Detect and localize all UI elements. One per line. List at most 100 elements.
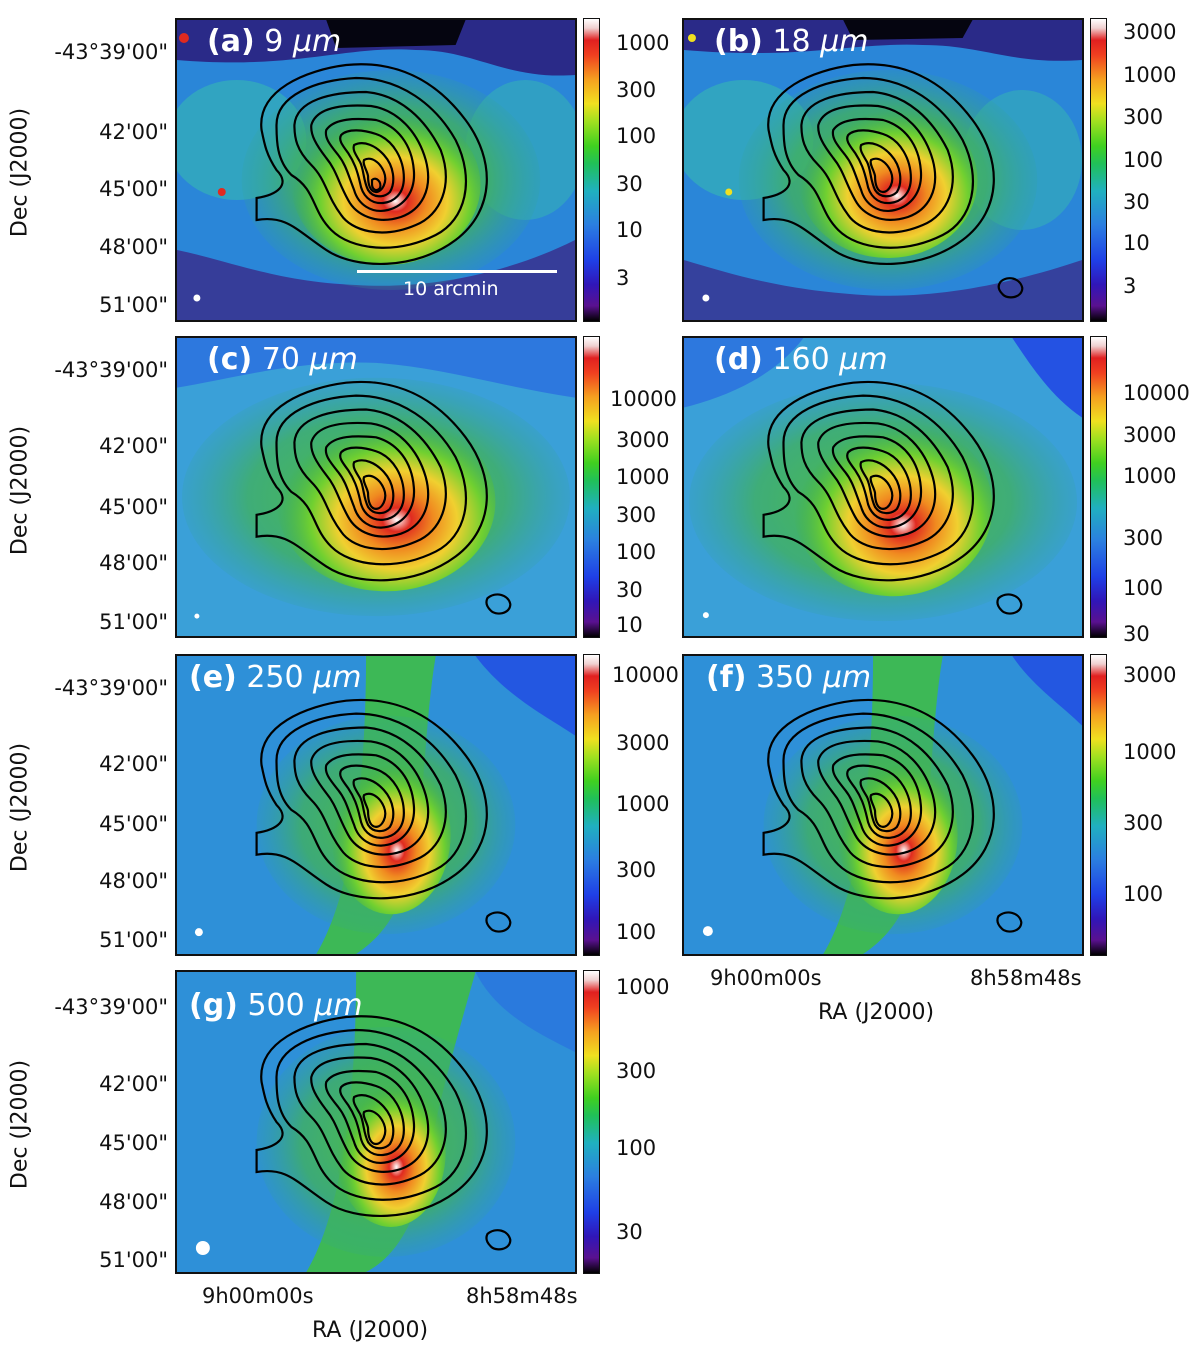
dec-tick: 45'00" bbox=[99, 812, 168, 836]
dec-tick: -43°39'00" bbox=[54, 676, 168, 700]
cbar-tick: 100 bbox=[616, 1136, 657, 1160]
beam-marker-c bbox=[194, 613, 200, 619]
panel-a-image bbox=[177, 20, 575, 320]
cbar-tick: 3000 bbox=[616, 428, 670, 452]
beam-marker-f bbox=[702, 926, 713, 937]
cbar-tick: 30 bbox=[616, 1220, 643, 1244]
panel-a-title: (a) 9 μm bbox=[207, 24, 342, 59]
dec-tick: 48'00" bbox=[99, 869, 168, 893]
cbar-tick: 3000 bbox=[616, 731, 670, 755]
panel-g: (g) 500 μm bbox=[175, 970, 577, 1274]
dec-tick: -43°39'00" bbox=[54, 40, 168, 64]
cbar-tick: 3 bbox=[616, 266, 630, 290]
colorbar-c bbox=[583, 336, 600, 638]
dec-tick: 48'00" bbox=[99, 1190, 168, 1214]
colorbar-a bbox=[583, 18, 600, 322]
cbar-tick: 10 bbox=[616, 218, 643, 242]
panel-d-image bbox=[684, 338, 1082, 636]
cbar-tick: 30 bbox=[1123, 622, 1150, 646]
x-axis-label: RA (J2000) bbox=[312, 1318, 429, 1343]
cbar-tick: 100 bbox=[1123, 148, 1164, 172]
dec-tick: 51'00" bbox=[99, 1248, 168, 1272]
panel-f-image bbox=[684, 656, 1082, 954]
cbar-tick: 100 bbox=[1123, 576, 1164, 600]
panel-d: (d) 160 μm bbox=[682, 336, 1084, 638]
panel-e-title: (e) 250 μm bbox=[189, 660, 362, 695]
y-axis-label: Dec (J2000) bbox=[7, 1059, 33, 1190]
cbar-tick: 10000 bbox=[612, 663, 679, 687]
panel-g-title: (g) 500 μm bbox=[189, 988, 363, 1023]
cbar-tick: 30 bbox=[616, 172, 643, 196]
cbar-tick: 300 bbox=[616, 858, 657, 882]
dec-tick: 45'00" bbox=[99, 177, 168, 201]
cbar-tick: 300 bbox=[1123, 105, 1164, 129]
colorbar-e bbox=[583, 654, 600, 956]
cbar-tick: 3000 bbox=[1123, 20, 1177, 44]
dec-tick: 42'00" bbox=[99, 120, 168, 144]
panel-g-image bbox=[177, 972, 575, 1272]
panel-e-image bbox=[177, 656, 575, 954]
cbar-tick: 100 bbox=[616, 920, 657, 944]
dec-tick: 48'00" bbox=[99, 235, 168, 259]
dec-tick: -43°39'00" bbox=[54, 995, 168, 1019]
dec-tick: -43°39'00" bbox=[54, 358, 168, 382]
colorbar-b bbox=[1090, 18, 1107, 322]
panel-c-image bbox=[177, 338, 575, 636]
dec-tick: 45'00" bbox=[99, 1131, 168, 1155]
panel-b-image bbox=[684, 20, 1082, 320]
y-axis-label: Dec (J2000) bbox=[7, 107, 33, 238]
y-axis-label: Dec (J2000) bbox=[7, 425, 33, 556]
scale-bar bbox=[357, 270, 557, 273]
cbar-tick: 300 bbox=[616, 503, 657, 527]
colorbar-d bbox=[1090, 336, 1107, 638]
cbar-tick: 30 bbox=[616, 578, 643, 602]
colorbar-g bbox=[583, 970, 600, 1274]
cbar-tick: 30 bbox=[1123, 190, 1150, 214]
dec-tick: 45'00" bbox=[99, 495, 168, 519]
cbar-tick: 3 bbox=[1123, 274, 1137, 298]
cbar-tick: 100 bbox=[616, 124, 657, 148]
dec-tick: 51'00" bbox=[99, 928, 168, 952]
beam-marker-b bbox=[702, 294, 710, 302]
dec-tick: 51'00" bbox=[99, 293, 168, 317]
beam-marker-a bbox=[193, 294, 201, 302]
ra-tick: 9h00m00s bbox=[202, 1284, 314, 1308]
panel-c-title: (c) 70 μm bbox=[207, 342, 358, 377]
scale-bar-label: 10 arcmin bbox=[403, 278, 499, 300]
panel-b-title: (b) 18 μm bbox=[714, 24, 869, 59]
cbar-tick: 1000 bbox=[616, 31, 670, 55]
y-axis-label: Dec (J2000) bbox=[7, 742, 33, 873]
cbar-tick: 300 bbox=[1123, 526, 1164, 550]
cbar-tick: 10000 bbox=[1123, 381, 1190, 405]
panel-d-title: (d) 160 μm bbox=[714, 342, 888, 377]
ra-tick: 8h58m48s bbox=[970, 966, 1082, 990]
cbar-tick: 100 bbox=[1123, 882, 1164, 906]
panel-e: (e) 250 μm bbox=[175, 654, 577, 956]
cbar-tick: 1000 bbox=[616, 465, 670, 489]
dec-tick: 42'00" bbox=[99, 752, 168, 776]
dec-tick: 51'00" bbox=[99, 610, 168, 634]
cbar-tick: 3000 bbox=[1123, 423, 1177, 447]
x-axis-label: RA (J2000) bbox=[818, 1000, 935, 1025]
ra-tick: 8h58m48s bbox=[466, 1284, 578, 1308]
cbar-tick: 3000 bbox=[1123, 663, 1177, 687]
dec-tick: 42'00" bbox=[99, 434, 168, 458]
cbar-tick: 1000 bbox=[616, 975, 670, 999]
cbar-tick: 10 bbox=[616, 613, 643, 637]
panel-f-title: (f) 350 μm bbox=[706, 660, 872, 695]
beam-marker-e bbox=[194, 928, 203, 937]
panel-a: (a) 9 μm 10 arcmin bbox=[175, 18, 577, 322]
beam-marker-d bbox=[702, 612, 709, 619]
cbar-tick: 300 bbox=[616, 78, 657, 102]
ra-tick: 9h00m00s bbox=[710, 966, 822, 990]
cbar-tick: 300 bbox=[616, 1059, 657, 1083]
dec-tick: 42'00" bbox=[99, 1072, 168, 1096]
beam-marker-g bbox=[195, 1241, 210, 1255]
cbar-tick: 300 bbox=[1123, 811, 1164, 835]
cbar-tick: 10000 bbox=[610, 387, 677, 411]
cbar-tick: 10 bbox=[1123, 231, 1150, 255]
cbar-tick: 1000 bbox=[1123, 464, 1177, 488]
dec-tick: 48'00" bbox=[99, 551, 168, 575]
cbar-tick: 1000 bbox=[1123, 63, 1177, 87]
panel-b: (b) 18 μm bbox=[682, 18, 1084, 322]
